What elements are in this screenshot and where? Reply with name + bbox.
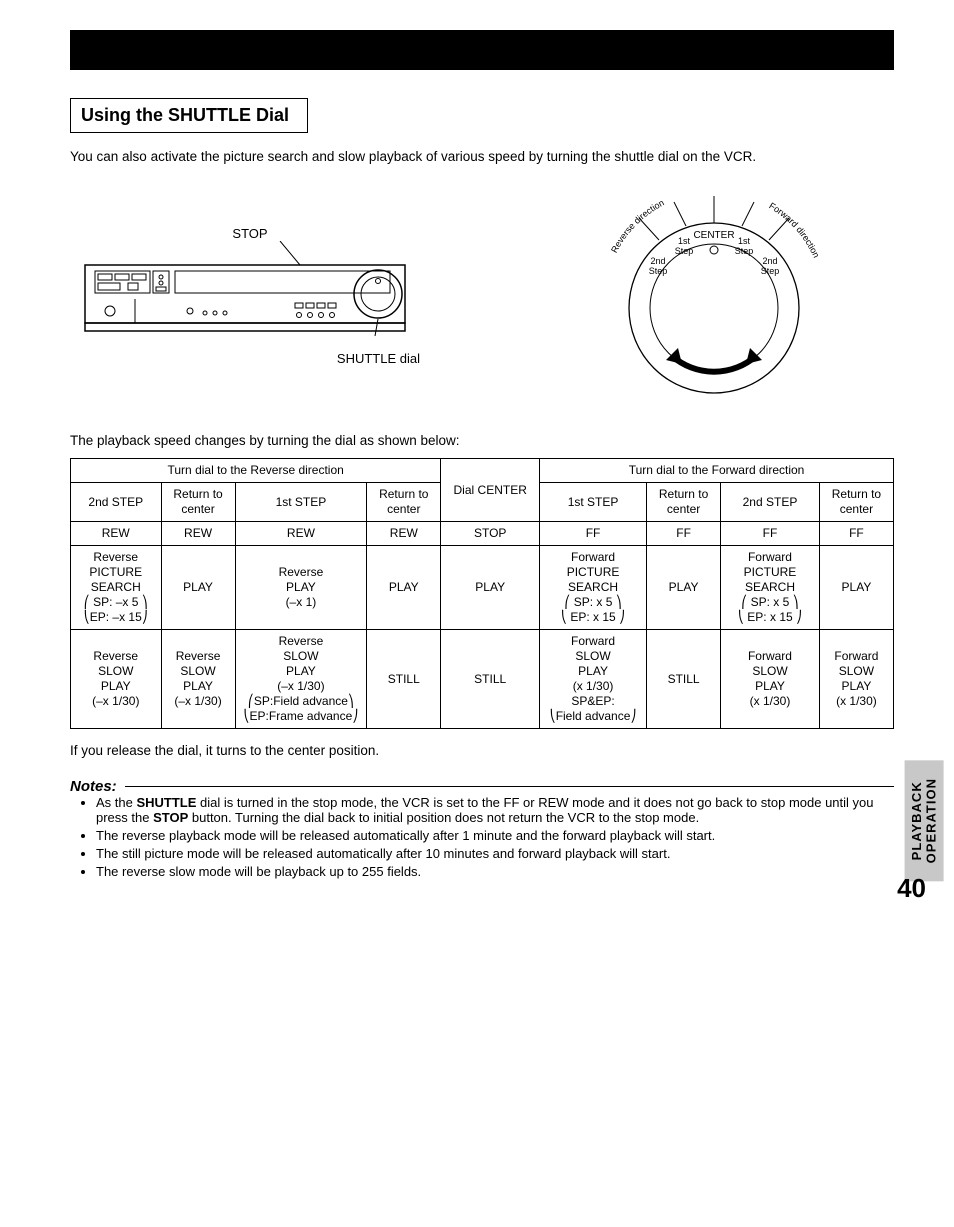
cell: REW [71,522,162,546]
cell: ReverseSLOWPLAY(–x 1/30) [71,630,162,729]
svg-text:1st: 1st [678,236,691,246]
speed-change-text: The playback speed changes by turning th… [70,433,894,448]
forward-header: Turn dial to the Forward direction [540,459,894,483]
shuttle-dial-label: SHUTTLE dial [70,351,430,366]
shuttle-speed-table: Turn dial to the Reverse direction Dial … [70,458,894,729]
svg-text:2nd: 2nd [762,256,777,266]
col-f-1st: 1st STEP [540,483,647,522]
svg-text:Forward direction: Forward direction [767,201,821,260]
svg-text:2nd: 2nd [650,256,665,266]
cell: STILL [367,630,441,729]
cell: FF [540,522,647,546]
col-r-2nd: 2nd STEP [71,483,162,522]
cell: FF [721,522,820,546]
notes-rule [70,786,894,787]
cell: ForwardSLOWPLAY(x 1/30)SP&EP:⎝Field adva… [540,630,647,729]
cell: PLAY [819,546,893,630]
vcr-illustration [80,241,420,351]
svg-text:Reverse direction: Reverse direction [609,197,666,254]
cell: PLAY [367,546,441,630]
col-r-ret1: Return to center [161,483,235,522]
col-r-1st: 1st STEP [235,483,367,522]
cell: ForwardSLOWPLAY(x 1/30) [721,630,820,729]
intro-text: You can also activate the picture search… [70,149,894,164]
stop-label: STOP [70,226,430,241]
dial-diagram: CENTER 1st Step 1st Step 2nd Step 2nd St… [534,188,894,403]
cell: REW [235,522,367,546]
side-tab: PLAYBACKOPERATION [905,760,944,881]
cell: ReversePICTURESEARCH⎛ SP: –x 5 ⎞⎝EP: –x … [71,546,162,630]
release-text: If you release the dial, it turns to the… [70,743,894,758]
svg-text:1st: 1st [738,236,751,246]
note-item: As the SHUTTLE dial is turned in the sto… [96,795,894,825]
center-label: CENTER [693,230,734,241]
cell: ForwardPICTURESEARCH⎛ SP: x 5 ⎞⎝ EP: x 1… [721,546,820,630]
cell: FF [647,522,721,546]
cell: ReverseSLOWPLAY(–x 1/30) [161,630,235,729]
cell: STILL [647,630,721,729]
vcr-diagram: STOP [70,226,430,366]
col-f-ret1: Return to center [647,483,721,522]
cell: STOP [441,522,540,546]
cell: PLAY [161,546,235,630]
svg-text:Step: Step [735,246,754,256]
cell: ForwardPICTURESEARCH⎛ SP: x 5 ⎞⎝ EP: x 1… [540,546,647,630]
cell: FF [819,522,893,546]
cell: ForwardSLOWPLAY(x 1/30) [819,630,893,729]
header-blackbar [70,30,894,70]
svg-text:Step: Step [675,246,694,256]
notes-list: As the SHUTTLE dial is turned in the sto… [70,795,894,879]
section-heading: Using the SHUTTLE Dial [70,98,308,133]
col-r-ret2: Return to center [367,483,441,522]
cell: ReverseSLOWPLAY(–x 1/30)⎛SP:Field advanc… [235,630,367,729]
notes-heading: Notes: [70,778,125,795]
note-item: The still picture mode will be released … [96,846,894,861]
col-f-ret2: Return to center [819,483,893,522]
cell: PLAY [441,546,540,630]
cell: STILL [441,630,540,729]
dial-illustration: CENTER 1st Step 1st Step 2nd Step 2nd St… [554,188,874,398]
cell: ReversePLAY(–x 1) [235,546,367,630]
dial-center-header: Dial CENTER [441,459,540,522]
col-f-2nd: 2nd STEP [721,483,820,522]
note-item: The reverse playback mode will be releas… [96,828,894,843]
cell: REW [161,522,235,546]
page-number: 40 [897,873,926,904]
svg-text:Step: Step [761,266,780,276]
cell: REW [367,522,441,546]
note-item: The reverse slow mode will be playback u… [96,864,894,879]
reverse-header: Turn dial to the Reverse direction [71,459,441,483]
cell: PLAY [647,546,721,630]
svg-text:Step: Step [649,266,668,276]
